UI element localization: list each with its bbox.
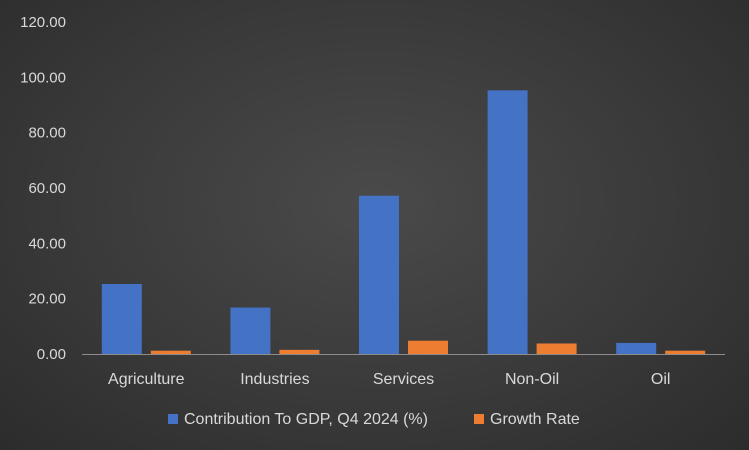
legend-entry: Contribution To GDP, Q4 2024 (%) [184, 411, 428, 428]
x-axis-labels: Agriculture Industries Services Non-Oil Oil [108, 371, 670, 388]
y-tick-label: 60.00 [28, 180, 66, 197]
bar-growth-oil [665, 350, 706, 354]
legend: Contribution To GDP, Q4 2024 (%) Growth R… [168, 411, 580, 428]
x-category-label: Oil [651, 371, 671, 388]
y-tick-label: 20.00 [28, 291, 66, 308]
bar-contribution-services [359, 195, 399, 354]
y-axis-ticks: 0.00 20.00 40.00 60.00 80.00 100.00 120.00 [20, 14, 66, 363]
y-tick-label: 40.00 [28, 235, 66, 252]
x-category-label: Agriculture [108, 371, 185, 388]
bar-growth-agriculture [150, 350, 191, 354]
legend-swatch [474, 414, 484, 424]
bar-growth-services [408, 340, 448, 354]
legend-entry: Growth Rate [490, 411, 580, 428]
x-category-label: Services [373, 371, 434, 388]
y-tick-label: 0.00 [37, 346, 66, 363]
bar-contribution-agriculture [101, 284, 142, 354]
legend-swatch [168, 414, 178, 424]
bars [101, 90, 706, 354]
y-tick-label: 120.00 [20, 14, 66, 31]
bar-contribution-industries [230, 307, 271, 354]
bar-growth-industries [279, 349, 320, 354]
bar-growth-non-oil [536, 343, 577, 354]
bar-contribution-oil [616, 342, 657, 354]
x-category-label: Industries [240, 371, 309, 388]
bar-contribution-non-oil [487, 90, 528, 354]
y-tick-label: 100.00 [20, 69, 66, 86]
x-category-label: Non-Oil [505, 371, 559, 388]
y-tick-label: 80.00 [28, 125, 66, 142]
